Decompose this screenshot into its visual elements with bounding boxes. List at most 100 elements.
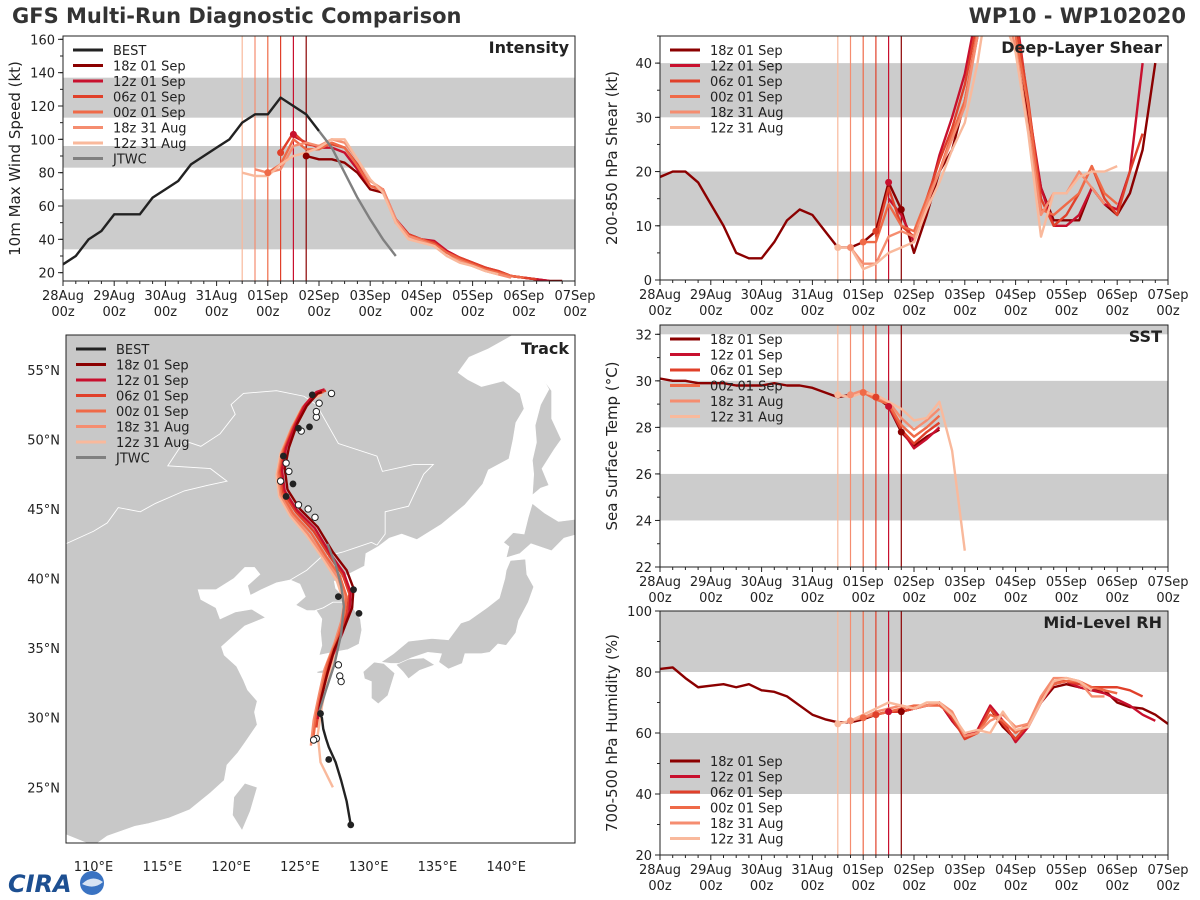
rh-xtick-label: 30Aug <box>741 863 783 878</box>
sst-xtick-label: 05Sep <box>1046 575 1087 590</box>
shear-xtick-label: 29Aug <box>690 288 732 303</box>
shear-xtick-label: 28Aug <box>639 288 681 303</box>
shear-xtick-label: 00z <box>1004 304 1028 319</box>
track-best-point <box>347 821 355 829</box>
intensity-ytick-label: 20 <box>38 267 55 282</box>
track-border-china-north <box>66 390 435 546</box>
shear-marker-18z-01-sep <box>897 206 905 214</box>
rh-marker-06z-01-sep <box>872 711 880 719</box>
intensity-xtick-label: 06Sep <box>503 289 544 304</box>
track-best-point <box>282 493 290 500</box>
sst-xtick-label: 00z <box>750 591 774 606</box>
rh-xtick-label: 00z <box>852 879 876 894</box>
rh-marker-18z-01-sep <box>897 708 905 716</box>
shear-xtick-label: 00z <box>1156 304 1180 319</box>
track-lat-label: 40°N <box>27 573 60 588</box>
sst-marker-12z-31-aug <box>834 391 842 399</box>
rh-ytick-label: 20 <box>635 849 652 864</box>
rh-xtick-label: 00z <box>801 879 825 894</box>
sst-xtick-label: 00z <box>902 591 926 606</box>
sst-legend-label-00z-01-sep: 00z 01 Sep <box>710 380 783 395</box>
track-land-kyushu <box>362 661 396 705</box>
rh-legend-label-12z-31-aug: 12z 31 Aug <box>710 833 784 848</box>
sst-ytick-label: 26 <box>635 468 652 483</box>
track-border-china-nk <box>290 541 378 581</box>
sst-marker-00z-01-sep <box>859 388 867 396</box>
shear-ytick-label: 30 <box>635 111 652 126</box>
rh-xtick-label: 00z <box>902 879 926 894</box>
shear-ytick-label: 40 <box>635 57 652 72</box>
track-legend-label-00z-01-sep: 00z 01 Sep <box>116 405 189 420</box>
intensity-xtick-label: 31Aug <box>196 289 238 304</box>
intensity-xtick-label: 00z <box>563 305 587 320</box>
track-land-sakhalin <box>532 379 562 496</box>
sst-xtick-label: 00z <box>1055 591 1079 606</box>
track-line-best <box>318 711 352 826</box>
intensity-legend-label-12z-01-sep: 12z 01 Sep <box>113 75 186 90</box>
sst-ytick-label: 22 <box>635 561 652 576</box>
track-legend-label-18z-01-sep: 18z 01 Sep <box>116 359 189 374</box>
intensity-ytick-label: 160 <box>30 33 55 48</box>
intensity-marker-06z-01-sep <box>277 149 285 157</box>
intensity-xtick-label: 05Sep <box>452 289 493 304</box>
track-best-point <box>355 609 363 617</box>
shear-xtick-label: 31Aug <box>791 288 833 303</box>
sst-marker-06z-01-sep <box>872 393 880 401</box>
intensity-xtick-label: 00z <box>205 305 229 320</box>
intensity-xtick-label: 00z <box>461 305 485 320</box>
intensity-marker-12z-01-sep <box>289 130 297 138</box>
rh-title: Mid-Level RH <box>1043 613 1162 632</box>
intensity-band-2 <box>63 77 575 118</box>
rh-xtick-label: 00z <box>699 879 723 894</box>
track-lat-label: 45°N <box>27 503 60 518</box>
sst-ytick-label: 24 <box>635 514 652 529</box>
rh-ytick-label: 40 <box>635 788 652 803</box>
rh-marker-12z-31-aug <box>834 720 842 728</box>
sst-ytick-label: 32 <box>635 328 652 343</box>
sst-xtick-label: 04Sep <box>995 575 1036 590</box>
track-forecast-point <box>337 677 345 686</box>
rh-xtick-label: 01Sep <box>843 863 884 878</box>
sst-ytick-label: 28 <box>635 421 652 436</box>
intensity-ylabel: 10m Max Wind Speed (kt) <box>6 61 24 256</box>
track-land-hokkaido <box>503 502 575 559</box>
track-best-point <box>289 480 297 488</box>
shear-legend-label-12z-31-aug: 12z 31 Aug <box>710 122 784 137</box>
shear-panel: 01020304028Aug00z29Aug00z30Aug00z31Aug00… <box>603 35 1189 319</box>
sst-xtick-label: 00z <box>852 591 876 606</box>
sst-band-0 <box>660 473 1168 521</box>
shear-xtick-label: 01Sep <box>843 288 884 303</box>
sst-xtick-label: 31Aug <box>791 575 833 590</box>
rh-xtick-label: 00z <box>953 879 977 894</box>
intensity-ytick-label: 60 <box>38 200 55 215</box>
rh-legend-label-18z-31-aug: 18z 31 Aug <box>710 817 784 832</box>
track-legend-label-12z-01-sep: 12z 01 Sep <box>116 374 189 389</box>
intensity-ytick-label: 120 <box>30 100 55 115</box>
sst-legend-label-12z-31-aug: 12z 31 Aug <box>710 411 784 426</box>
intensity-xtick-label: 00z <box>154 305 178 320</box>
intensity-band-1 <box>63 146 575 168</box>
intensity-legend-label-00z-01-sep: 00z 01 Sep <box>113 106 186 121</box>
rh-ylabel: 700-500 hPa Humidity (%) <box>603 634 621 832</box>
track-best-point <box>350 586 357 594</box>
rh-xtick-label: 28Aug <box>639 863 681 878</box>
shear-xtick-label: 06Sep <box>1097 288 1138 303</box>
track-lon-label: 135°E <box>418 860 458 875</box>
page-title: GFS Multi-Run Diagnostic Comparison <box>12 4 462 28</box>
sst-ytick-label: 30 <box>635 375 652 390</box>
shear-xtick-label: 00z <box>852 304 876 319</box>
track-forecast-point <box>311 513 319 522</box>
track-lon-label: 120°E <box>211 860 251 875</box>
intensity-series-jtwc <box>318 130 397 257</box>
intensity-xtick-label: 07Sep <box>554 289 595 304</box>
sst-panel: 22242628303228Aug00z29Aug00z30Aug00z31Au… <box>603 324 1189 606</box>
intensity-xtick-label: 30Aug <box>144 289 186 304</box>
sst-legend-label-18z-31-aug: 18z 31 Aug <box>710 395 784 410</box>
rh-xtick-label: 31Aug <box>791 863 833 878</box>
track-best-point <box>295 424 302 432</box>
rh-series-12z-31-aug <box>837 676 1093 735</box>
rh-xtick-label: 07Sep <box>1147 863 1188 878</box>
shear-marker-12z-31-aug <box>834 243 842 251</box>
track-best-point <box>317 710 324 717</box>
shear-legend-label-00z-01-sep: 00z 01 Sep <box>710 91 783 106</box>
